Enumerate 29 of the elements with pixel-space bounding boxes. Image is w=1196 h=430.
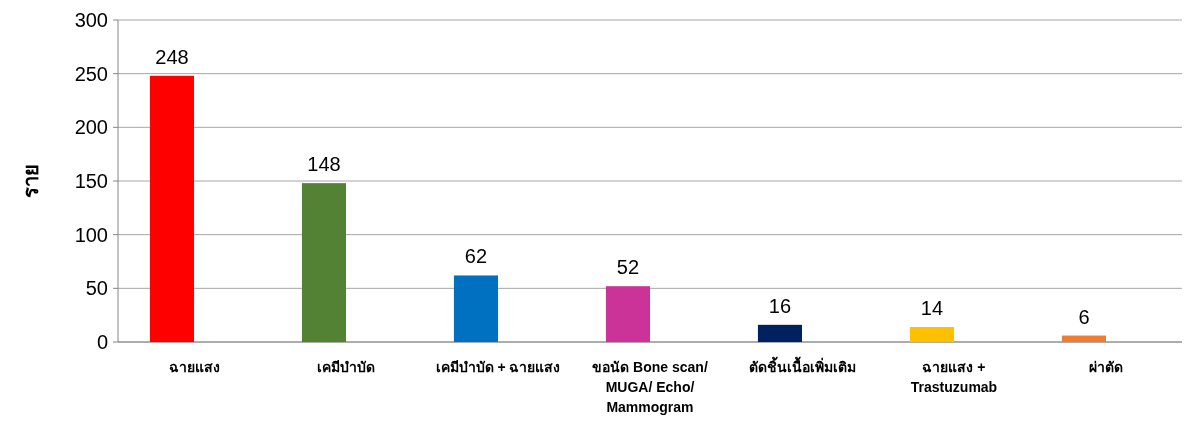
data-label: 52 (616, 256, 640, 279)
bar (149, 75, 194, 342)
y-tick-label: 100 (74, 223, 108, 246)
y-tick-label: 250 (74, 62, 108, 85)
data-label: 62 (464, 245, 488, 268)
y-tick-label: 0 (96, 331, 108, 353)
data-label: 6 (1078, 305, 1090, 328)
bar (605, 286, 650, 342)
y-tick-label: 200 (74, 116, 108, 139)
y-tick-label: 150 (74, 170, 108, 192)
x-tick-label: ฉายแสง + Trastuzumab (910, 359, 998, 395)
y-tick-label: 300 (74, 9, 108, 31)
data-label: 248 (155, 45, 189, 68)
bar (1061, 335, 1106, 342)
data-label: 148 (307, 153, 341, 176)
bar (757, 324, 802, 342)
x-tick-label: ผ่าตัด (1089, 359, 1123, 375)
y-tick-label: 50 (85, 277, 108, 300)
bar (453, 275, 498, 342)
y-axis-title: ราย (20, 164, 42, 198)
x-tick-label: ฉายแสง (168, 359, 220, 375)
data-label: 14 (920, 296, 944, 319)
data-label: 16 (768, 294, 792, 317)
x-tick-label: ขอนัด Bone scan/ MUGA/ Echo/ Mammogram (592, 359, 708, 415)
x-tick-label: ตัดชิ้นเนื้อเพิ่มเติม (748, 356, 856, 375)
x-tick-label: เคมีบำบัด (317, 359, 375, 375)
x-tick-label: เคมีบำบัด + ฉายแสง (435, 359, 561, 375)
bar (301, 183, 346, 342)
bar (909, 326, 954, 342)
